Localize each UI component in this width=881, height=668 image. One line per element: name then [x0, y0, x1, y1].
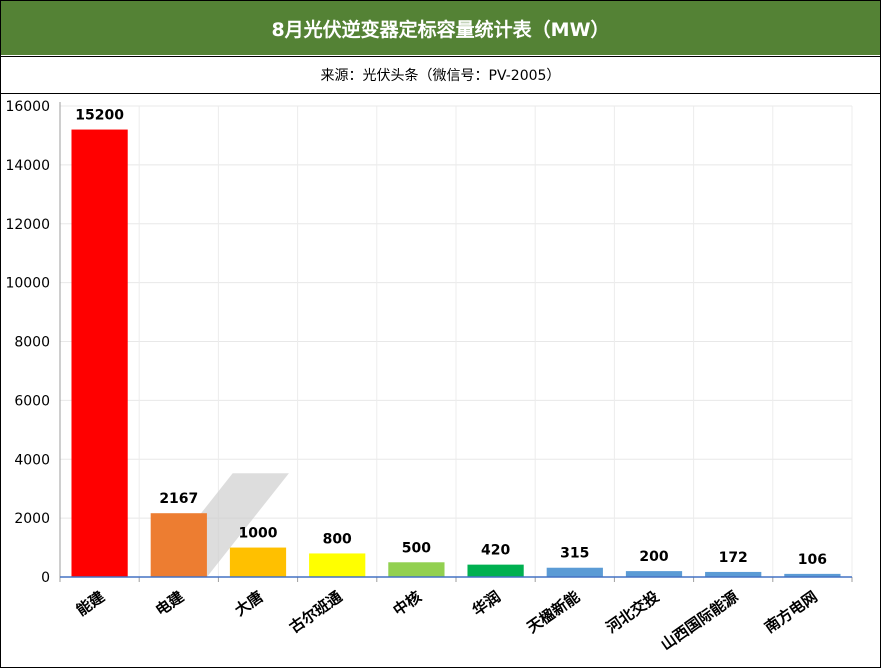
data-label: 15200: [75, 108, 124, 124]
data-label: 500: [402, 540, 431, 556]
y-axis: 0 2000 4000 6000 8000 10000 12000 14000 16000: [5, 99, 61, 586]
gridlines: [60, 105, 853, 577]
bar-7: [625, 571, 683, 577]
x-tick-label: 中核: [390, 588, 425, 620]
data-labels: 15200 2167 1000 800 500 420 315 200 172 106: [75, 108, 827, 568]
bar-2: [229, 547, 287, 577]
data-label: 420: [481, 543, 510, 559]
y-tick-label: 16000: [5, 99, 50, 115]
x-tick-label: 华润: [469, 588, 504, 620]
bars: [71, 129, 841, 578]
data-label: 172: [719, 550, 748, 566]
y-tick-label: 4000: [14, 452, 50, 468]
y-tick-label: 14000: [5, 158, 50, 174]
bar-3: [309, 553, 366, 577]
bar-8: [705, 571, 762, 577]
x-tick-label: 山西国际能源: [657, 588, 741, 654]
x-tick-label: 古尔班通: [286, 588, 345, 637]
x-tick-label: 河北交投: [603, 588, 662, 637]
x-tick-label: 大唐: [231, 588, 266, 620]
bar-9: [784, 573, 841, 577]
bar-5: [467, 564, 524, 577]
y-tick-label: 10000: [5, 276, 50, 292]
bar-0: [71, 129, 128, 578]
y-tick-label: 0: [41, 570, 50, 586]
data-label: 200: [639, 549, 668, 565]
bar-4: [388, 562, 445, 577]
x-tick-label: 电建: [152, 587, 188, 620]
y-tick-label: 6000: [14, 393, 50, 409]
data-label: 2167: [159, 491, 198, 507]
chart-title: 8月光伏逆变器定标容量统计表（MW）: [1, 1, 880, 55]
y-tick-label: 8000: [14, 335, 50, 351]
bar-1: [150, 513, 207, 577]
x-tick-label: 天楹新能: [524, 588, 583, 637]
y-tick-label: 2000: [14, 511, 50, 527]
chart-subtitle: 来源：光伏头条（微信号：PV-2005）: [1, 56, 880, 94]
data-label: 1000: [239, 526, 278, 542]
x-tick-label: 南方电网: [761, 588, 820, 637]
y-tick-label: 12000: [5, 217, 50, 233]
data-label: 800: [323, 531, 352, 547]
data-label: 106: [798, 552, 827, 568]
bar-6: [546, 567, 603, 577]
data-label: 315: [560, 546, 589, 562]
x-tick-label: 能建: [73, 587, 109, 620]
